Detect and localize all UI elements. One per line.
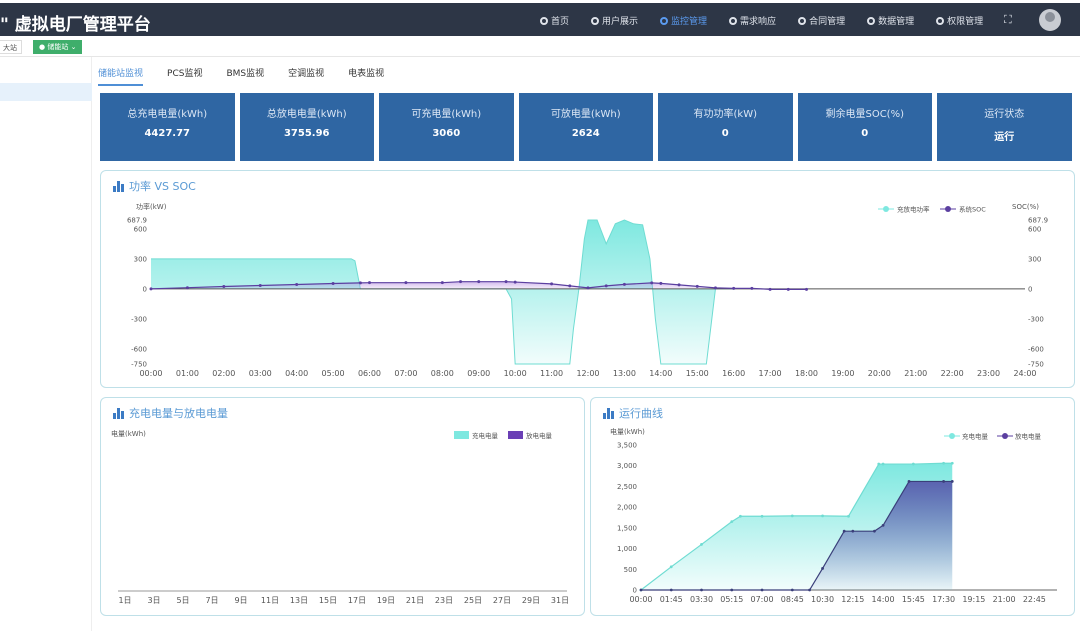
- circle-icon: [660, 16, 669, 25]
- top-header: " 虚拟电厂管理平台 首页 用户展示 监控管理 需求响应 合同管理 数据管理 权限管理 ⛶: [0, 3, 1080, 36]
- nav-item-2[interactable]: 监控管理: [660, 14, 707, 27]
- stat-cards: 总充电电量(kWh) 4427.77 总放电电量(kWh) 3755.96 可充电量(k…: [100, 93, 1072, 161]
- circle-icon: [540, 16, 548, 25]
- stat-card: 可放电量(kWh) 2624: [518, 93, 653, 161]
- stat-label: 总放电电量(kWh): [266, 109, 347, 120]
- panel-title: 运行曲线: [619, 407, 663, 420]
- tag-bar: 大站 ● 储能站 ⌄: [0, 36, 1080, 57]
- panel-title: 功率 VS SOC: [129, 180, 196, 193]
- station-tag-label: 储能站: [47, 43, 69, 51]
- bar-chart-icon: [603, 407, 614, 419]
- stat-value: 0: [861, 128, 869, 139]
- nav-label: 数据管理: [878, 17, 915, 27]
- nav-label: 合同管理: [809, 17, 846, 27]
- nav-label: 监控管理: [671, 17, 708, 27]
- circle-icon: [729, 16, 738, 25]
- stat-label: 可充电量(kWh): [411, 109, 482, 120]
- nav-label: 用户展示: [602, 17, 639, 27]
- circle-icon: [798, 16, 807, 25]
- nav-item-1[interactable]: 用户展示: [591, 14, 638, 27]
- tab-2[interactable]: BMS监视: [226, 69, 265, 79]
- nav-label: 需求响应: [740, 17, 777, 27]
- nav-label: 首页: [551, 17, 570, 27]
- avatar[interactable]: [1039, 9, 1061, 31]
- stat-label: 运行状态: [984, 109, 1025, 120]
- tab-4[interactable]: 电表监视: [348, 69, 385, 79]
- tab-0[interactable]: 储能站监视: [98, 66, 144, 86]
- nav-label: 权限管理: [947, 17, 984, 27]
- stat-label: 剩余电量SOC(%): [825, 109, 904, 120]
- tab-bar: 储能站监视 PCS监视 BMS监视 空调监视 电表监视: [98, 66, 408, 86]
- nav-item-0[interactable]: 首页: [540, 14, 569, 27]
- charge-discharge-panel: 充电电量与放电电量: [100, 397, 585, 616]
- circle-icon: [591, 16, 600, 25]
- stat-card: 剩余电量SOC(%) 0: [797, 93, 932, 161]
- nav-item-4[interactable]: 合同管理: [798, 14, 845, 27]
- sidebar-item-selected[interactable]: [0, 83, 92, 101]
- nav-item-6[interactable]: 权限管理: [936, 14, 983, 27]
- stat-value: 0: [721, 128, 729, 139]
- stat-value: 3060: [432, 128, 461, 139]
- tab-3[interactable]: 空调监视: [288, 69, 325, 79]
- tab-1[interactable]: PCS监视: [167, 69, 203, 79]
- bar-chart-icon: [113, 180, 124, 192]
- power-soc-panel: 功率 VS SOC: [100, 170, 1075, 388]
- stat-card: 总放电电量(kWh) 3755.96: [239, 93, 374, 161]
- circle-icon: [936, 16, 945, 25]
- stat-label: 可放电量(kWh): [550, 109, 621, 120]
- run-curve-panel: 运行曲线: [590, 397, 1075, 616]
- nav-item-3[interactable]: 需求响应: [729, 14, 776, 27]
- stat-value: 4427.77: [144, 128, 191, 139]
- expand-icon[interactable]: ⛶: [1004, 13, 1012, 26]
- panel-title: 充电电量与放电电量: [129, 407, 228, 420]
- stat-card: 可充电量(kWh) 3060: [379, 93, 514, 161]
- circle-icon: [867, 16, 876, 25]
- sidebar: [0, 57, 92, 631]
- stat-value: 运行: [994, 132, 1015, 143]
- stat-card: 有功功率(kW) 0: [658, 93, 793, 161]
- stat-value: 3755.96: [283, 128, 330, 139]
- station-tag[interactable]: ● 储能站 ⌄: [33, 40, 83, 54]
- bar-chart-icon: [113, 407, 124, 419]
- stat-card: 运行状态 运行: [937, 93, 1072, 161]
- stat-card: 总充电电量(kWh) 4427.77: [100, 93, 235, 161]
- app-title: " 虚拟电厂管理平台: [0, 15, 151, 35]
- stat-label: 有功功率(kW): [693, 109, 757, 120]
- stat-label: 总充电电量(kWh): [127, 109, 208, 120]
- nav-item-5[interactable]: 数据管理: [867, 14, 914, 27]
- main-nav: 首页 用户展示 监控管理 需求响应 合同管理 数据管理 权限管理: [540, 14, 1005, 27]
- stat-value: 2624: [571, 128, 600, 139]
- station-select[interactable]: 大站: [0, 40, 22, 54]
